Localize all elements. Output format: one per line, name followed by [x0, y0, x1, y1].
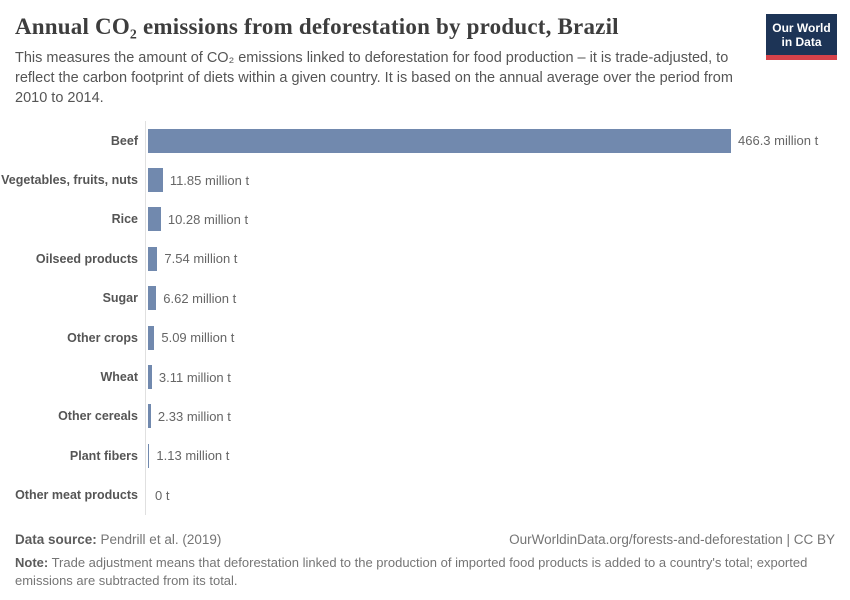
chart-subtitle: This measures the amount of CO₂ emission… [15, 50, 733, 106]
value-label: 6.62 million t [163, 290, 237, 306]
value-label: 0 t [155, 487, 170, 503]
bar-area: 3.11 million t [145, 357, 835, 397]
chart-rows: Beef 466.3 million t Vegetables, fruits, n… [1, 121, 835, 515]
bar-area: 11.85 million t [145, 160, 835, 200]
owid-logo-stripe [766, 55, 837, 61]
data-source: Data source: Pendrill et al. (2019) [15, 532, 221, 547]
category-label: Beef [110, 133, 138, 148]
footnote-text: Trade adjustment means that deforestatio… [15, 554, 808, 589]
footnote: Note: Trade adjustment means that defore… [15, 554, 835, 591]
bar-area: 10.28 million t [145, 199, 835, 240]
owid-logo[interactable]: Our World in Data [766, 14, 837, 61]
bar[interactable] [148, 168, 163, 193]
value-label: 3.11 million t [158, 369, 231, 385]
chart-row: Oilseed products 7.54 million t [15, 239, 835, 279]
owid-logo-line1: Our World [772, 21, 831, 35]
bar[interactable] [148, 365, 152, 390]
chart-row: Other crops 5.09 million t [15, 317, 835, 358]
bar-area: 1.13 million t [145, 436, 835, 476]
chart-row: Sugar 6.62 million t [15, 278, 835, 318]
bar-area: 2.33 million t [145, 396, 835, 437]
footnote-label: Note: [15, 554, 49, 570]
chart-row: Wheat 3.11 million t [15, 357, 835, 397]
category-label: Vegetables, fruits, nuts [1, 173, 138, 188]
chart-row: Plant fibers 1.13 million t [15, 436, 835, 476]
value-label: 11.85 million t [169, 172, 250, 188]
category-label: Oilseed products [35, 251, 138, 266]
chart-row: Rice 10.28 million t [15, 199, 835, 240]
data-source-value: Pendrill et al. (2019) [96, 531, 222, 547]
bar[interactable] [148, 207, 161, 232]
category-label: Rice [111, 212, 138, 227]
bar[interactable] [148, 128, 731, 153]
bar[interactable] [148, 246, 158, 271]
value-label: 2.33 million t [157, 408, 231, 424]
category-label: Sugar [102, 291, 138, 306]
source-row: Data source: Pendrill et al. (2019) OurW… [15, 532, 835, 547]
bar[interactable] [148, 443, 150, 468]
chart-row: Beef 466.3 million t [15, 121, 835, 161]
bar[interactable] [148, 404, 151, 429]
chart-row: Other meat products 0 t [15, 475, 835, 515]
value-label: 5.09 million t [161, 330, 235, 346]
category-label: Other cereals [58, 409, 138, 424]
category-label: Plant fibers [69, 448, 138, 463]
category-label: Other meat products [15, 488, 138, 503]
bar-area: 0 t [145, 475, 835, 515]
category-label: Other crops [67, 330, 138, 345]
owid-url-link[interactable]: OurWorldinData.org/forests-and-deforesta… [509, 531, 835, 547]
category-label: Wheat [100, 370, 139, 385]
value-label: 10.28 million t [167, 211, 249, 227]
value-label: 1.13 million t [156, 448, 230, 464]
bar-chart: Beef 466.3 million t Vegetables, fruits, n… [1, 121, 835, 515]
chart-row: Vegetables, fruits, nuts 11.85 million t [1, 160, 835, 200]
data-source-label: Data source: [15, 531, 97, 547]
chart-footer: Data source: Pendrill et al. (2019) OurW… [15, 532, 835, 591]
bar-area: 5.09 million t [145, 317, 835, 358]
page-title: Annual CO₂ emissions from deforestation … [15, 14, 619, 39]
owid-logo-box: Our World in Data [766, 14, 837, 56]
chart-row: Other cereals 2.33 million t [15, 396, 835, 437]
value-label: 7.54 million t [164, 251, 238, 267]
bar[interactable] [148, 325, 155, 350]
bar[interactable] [148, 286, 157, 311]
owid-logo-line2: in Data [781, 35, 822, 50]
value-label: 466.3 million t [738, 133, 819, 149]
bar-area: 7.54 million t [145, 239, 835, 279]
bar-area: 466.3 million t [145, 121, 835, 161]
bar-area: 6.62 million t [145, 278, 835, 318]
